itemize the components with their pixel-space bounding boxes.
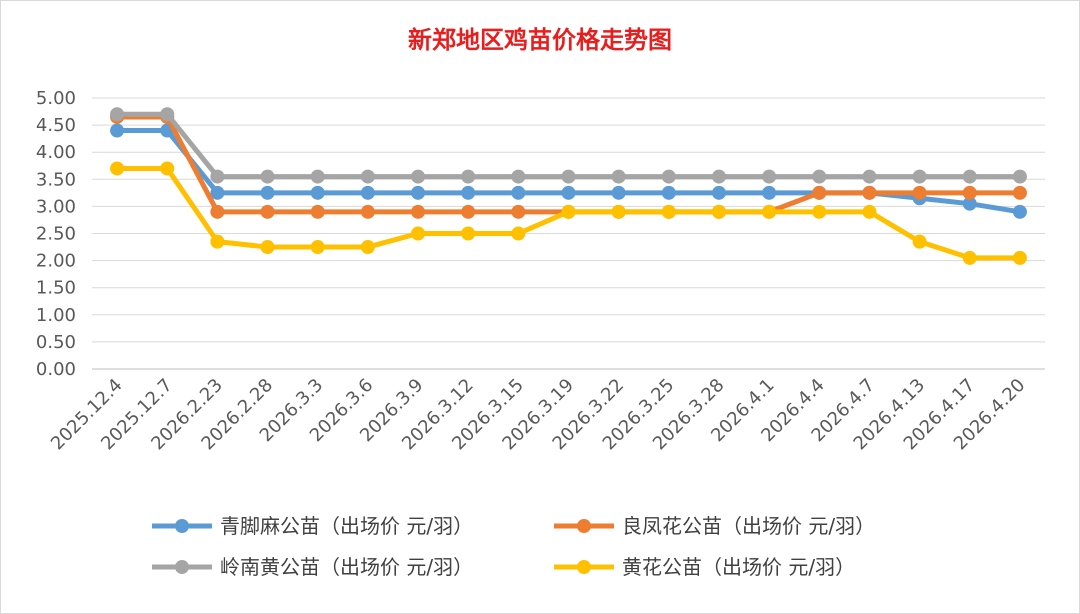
y-tick-label: 3.00 [36,196,76,217]
legend-label: 黄花公苗（出场价 元/羽） [622,555,855,579]
data-point [912,234,927,249]
data-point [511,169,526,184]
y-tick-label: 3.50 [36,169,76,190]
data-point [762,169,777,184]
data-point [160,107,175,122]
data-point [711,169,726,184]
y-tick-label: 1.50 [36,278,76,299]
data-point [310,204,325,219]
y-tick-label: 2.50 [36,224,76,245]
legend-swatch-marker [577,560,591,574]
data-point [210,204,225,219]
series-3 [110,107,1027,184]
data-point [711,204,726,219]
data-point [310,169,325,184]
y-tick-label: 0.50 [36,332,76,353]
data-point [661,204,676,219]
y-tick-label: 4.00 [36,142,76,163]
data-point [461,185,476,200]
data-point [661,185,676,200]
data-point [912,185,927,200]
data-point [511,185,526,200]
data-point [862,204,877,219]
data-point [611,204,626,219]
data-point [110,161,125,176]
data-point [1012,185,1027,200]
series-group [110,107,1027,265]
data-point [962,196,977,211]
data-point [310,185,325,200]
data-point [461,226,476,241]
y-tick-label: 5.00 [36,88,76,109]
data-point [561,185,576,200]
data-point [260,240,275,255]
y-axis: 0.00 0.50 1.00 1.50 2.00 2.50 3.00 3.50 4.00 4.50… [36,88,76,380]
data-point [210,169,225,184]
data-point [210,185,225,200]
data-point [310,240,325,255]
legend-swatch-marker [175,519,189,533]
data-point [1012,250,1027,265]
data-point [711,185,726,200]
data-point [962,185,977,200]
data-point [260,185,275,200]
data-point [461,169,476,184]
legend-swatch-marker [175,560,189,574]
data-point [962,169,977,184]
data-point [812,169,827,184]
data-point [561,204,576,219]
data-point [210,234,225,249]
y-tick-label: 4.50 [36,115,76,136]
data-point [812,204,827,219]
chart-title: 新郑地区鸡苗价格走势图 [408,26,672,54]
data-point [511,204,526,219]
legend-label: 良凤花公苗（出场价 元/羽） [622,514,875,538]
data-point [360,185,375,200]
legend-swatch-marker [577,519,591,533]
data-point [611,185,626,200]
legend-label: 岭南黄公苗（出场价 元/羽） [220,555,473,579]
data-point [812,185,827,200]
legend-item: 青脚麻公苗（出场价 元/羽） [152,514,473,538]
data-point [1012,204,1027,219]
legend-item: 黄花公苗（出场价 元/羽） [554,555,855,579]
data-point [962,250,977,265]
data-point [461,204,476,219]
data-point [360,204,375,219]
data-point [1012,169,1027,184]
legend-item: 岭南黄公苗（出场价 元/羽） [152,555,473,579]
y-tick-label: 1.00 [36,305,76,326]
data-point [260,169,275,184]
data-point [762,204,777,219]
data-point [862,169,877,184]
legend-item: 良凤花公苗（出场价 元/羽） [554,514,875,538]
data-point [160,161,175,176]
data-point [360,169,375,184]
data-point [762,185,777,200]
data-point [110,123,125,138]
data-point [862,185,877,200]
y-tick-label: 2.00 [36,251,76,272]
data-point [912,169,927,184]
data-point [411,185,426,200]
data-point [411,204,426,219]
data-point [360,240,375,255]
data-point [561,169,576,184]
data-point [611,169,626,184]
grid-lines [92,97,1045,370]
data-point [511,226,526,241]
data-point [110,107,125,122]
data-point [411,169,426,184]
series-4 [110,161,1027,265]
data-point [411,226,426,241]
data-point [260,204,275,219]
data-point [661,169,676,184]
legend: 青脚麻公苗（出场价 元/羽） 良凤花公苗（出场价 元/羽） 岭南黄公苗（出场价 元/… [152,514,875,579]
y-tick-label: 0.00 [36,359,76,380]
legend-label: 青脚麻公苗（出场价 元/羽） [220,514,473,538]
